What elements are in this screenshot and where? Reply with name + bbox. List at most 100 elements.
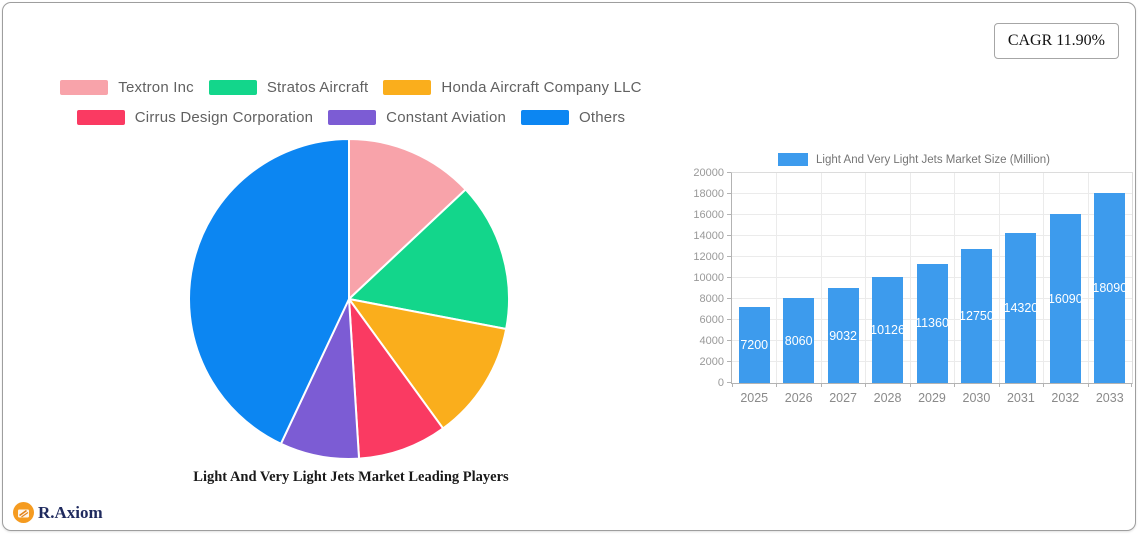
- y-axis-tick-label: 12000: [693, 251, 724, 263]
- pie-slice-others: [188, 138, 350, 445]
- legend-item-stratos-aircraft: Stratos Aircraft: [208, 79, 369, 96]
- pie-slice-textron-inc: [348, 138, 467, 300]
- x-axis-tick-mark: [909, 383, 911, 387]
- y-axis-tick-mark: [727, 256, 731, 257]
- y-axis-tick-mark: [727, 277, 731, 278]
- pie-legend: Textron Inc Stratos Aircraft Honda Aircraf…: [19, 79, 683, 126]
- y-axis-tick-label: 8000: [699, 293, 724, 305]
- cagr-badge: CAGR 11.90%: [993, 23, 1119, 59]
- bar-2033: 18090: [1092, 193, 1128, 383]
- legend-label: Constant Aviation: [386, 109, 507, 126]
- y-axis-tick-label: 4000: [699, 335, 724, 347]
- legend-item-cirrus-design-corporation: Cirrus Design Corporation: [76, 109, 314, 126]
- bar-2027: 9032: [827, 288, 859, 383]
- legend-item-honda-aircraft-company-llc: Honda Aircraft Company LLC: [383, 79, 642, 96]
- v-gridline: [1043, 173, 1045, 383]
- bar-value-label: 18090: [1092, 281, 1128, 296]
- bar-value-label: 9032: [829, 328, 858, 343]
- y-axis-tick-mark: [727, 235, 731, 236]
- pie-chart: [188, 138, 511, 460]
- x-axis-tick-mark: [1131, 383, 1132, 387]
- bar-2028: 10126: [870, 276, 905, 383]
- legend-item-others: Others: [521, 109, 625, 126]
- bar-2029: 11360: [915, 263, 949, 383]
- x-axis-tick-mark: [954, 383, 956, 387]
- bar-2026: 8060: [783, 298, 815, 383]
- y-axis-tick-label: 10000: [693, 272, 724, 284]
- bar-value-label: 7200: [740, 338, 769, 353]
- v-gridline: [1087, 173, 1089, 383]
- bar-chart-panel: Light And Very Light Jets Market Size (M…: [691, 153, 1135, 405]
- v-gridline: [820, 173, 822, 383]
- bar-2031: 14320: [1003, 232, 1039, 383]
- legend-swatch-textron-inc: [60, 80, 109, 95]
- h-gridline: [732, 256, 1132, 257]
- bar-chart-legend: Light And Very Light Jets Market Size (M…: [691, 153, 1135, 166]
- bar-legend-swatch: [778, 153, 809, 166]
- x-axis-tick-mark: [732, 383, 733, 387]
- bar-legend-label: Light And Very Light Jets Market Size (M…: [816, 153, 1050, 166]
- report-card: CAGR 11.90% Textron Inc Stratos Aircraft H…: [2, 2, 1136, 531]
- h-gridline: [732, 235, 1132, 236]
- bar-value-label: 11360: [915, 316, 949, 331]
- pie-slice-cirrus-design-corporation: [348, 298, 445, 460]
- legend-swatch-constant-aviation: [328, 110, 377, 125]
- y-axis-tick-label: 16000: [693, 209, 724, 221]
- x-axis-category-label: 2025: [740, 391, 769, 405]
- x-axis-tick-mark: [776, 383, 778, 387]
- y-axis-tick-mark: [727, 172, 731, 173]
- y-axis-tick-mark: [727, 214, 731, 215]
- y-axis-tick-mark: [727, 340, 731, 341]
- x-axis-category-label: 2033: [1095, 391, 1124, 405]
- y-axis-tick-mark: [727, 319, 731, 320]
- y-axis-tick-label: 18000: [693, 188, 724, 200]
- x-axis-tick-mark: [1087, 383, 1089, 387]
- bar-value-label: 10126: [870, 322, 905, 337]
- x-axis-tick-mark: [998, 383, 1000, 387]
- pie-slice-stratos-aircraft: [348, 188, 511, 330]
- x-axis-tick-mark: [820, 383, 822, 387]
- y-axis-tick-label: 20000: [693, 167, 724, 179]
- bar-value-label: 14320: [1003, 300, 1039, 315]
- bar-value-label: 12750: [959, 309, 994, 324]
- y-axis-tick-label: 6000: [699, 314, 724, 326]
- y-axis-tick-label: 2000: [699, 356, 724, 368]
- legend-swatch-others: [521, 110, 570, 125]
- pie-legend-row: Cirrus Design Corporation Constant Aviati…: [19, 109, 683, 126]
- x-axis-category-label: 2030: [962, 391, 991, 405]
- x-axis-tick-mark: [865, 383, 867, 387]
- legend-item-constant-aviation: Constant Aviation: [328, 109, 506, 126]
- x-axis-category-label: 2028: [873, 391, 902, 405]
- legend-swatch-honda-aircraft-company-llc: [383, 80, 432, 95]
- x-axis-tick-mark: [1043, 383, 1045, 387]
- x-axis-category-label: 2029: [918, 391, 946, 405]
- bar-value-label: 16090: [1047, 291, 1083, 306]
- legend-label: Cirrus Design Corporation: [134, 109, 314, 126]
- h-gridline: [732, 214, 1132, 215]
- h-gridline: [732, 193, 1132, 194]
- brand-logo-icon: [13, 502, 34, 523]
- x-axis-category-label: 2026: [784, 391, 813, 405]
- y-axis-tick-mark: [727, 193, 731, 194]
- v-gridline: [998, 173, 1000, 383]
- y-axis-tick-mark: [727, 298, 731, 299]
- y-axis-tick-label: 14000: [693, 230, 724, 242]
- bar-2025: 7200: [738, 307, 770, 383]
- legend-label: Honda Aircraft Company LLC: [441, 79, 642, 96]
- v-gridline: [954, 173, 956, 383]
- x-axis-category-label: 2027: [829, 391, 857, 405]
- pie-slice-honda-aircraft-company-llc: [348, 298, 508, 430]
- y-axis-tick-mark: [727, 361, 731, 362]
- brand-name: R.Axiom: [38, 502, 103, 522]
- legend-label: Textron Inc: [118, 79, 194, 96]
- pie-chart-title: Light And Very Light Jets Market Leading…: [193, 469, 509, 485]
- bar-2032: 16090: [1047, 214, 1083, 383]
- x-axis-category-label: 2032: [1051, 391, 1080, 405]
- y-axis-tick-label: 0: [717, 377, 724, 389]
- legend-label: Others: [579, 109, 626, 126]
- bar-2030: 12750: [959, 249, 994, 383]
- pie-legend-row: Textron Inc Stratos Aircraft Honda Aircraf…: [19, 79, 683, 96]
- legend-item-textron-inc: Textron Inc: [60, 79, 194, 96]
- v-gridline: [865, 173, 867, 383]
- v-gridline: [909, 173, 911, 383]
